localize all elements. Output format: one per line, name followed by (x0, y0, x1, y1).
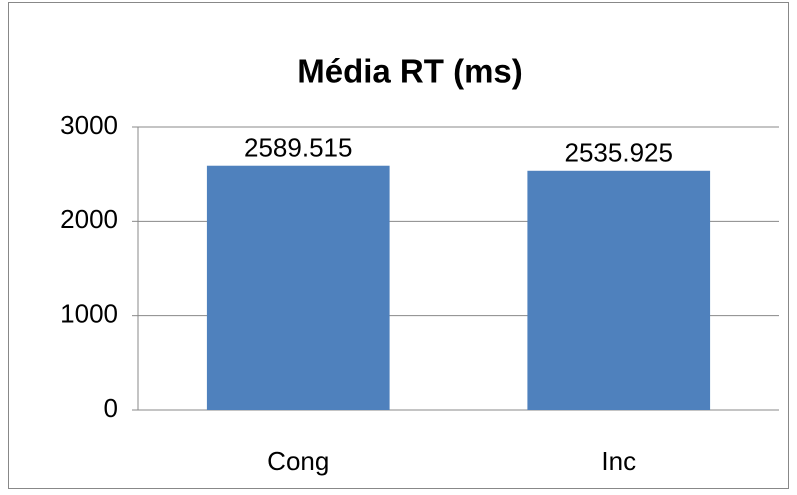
chart-title: Média RT (ms) (297, 53, 523, 90)
x-tick-label: Inc (601, 446, 636, 476)
x-tick-label: Cong (267, 446, 329, 476)
bar (206, 165, 390, 410)
y-tick-label: 2000 (60, 204, 118, 234)
bar (527, 170, 711, 410)
y-tick-label: 0 (104, 393, 118, 423)
y-tick-label: 3000 (60, 110, 118, 140)
data-label: 2535.925 (565, 138, 673, 168)
y-tick-label: 1000 (60, 299, 118, 329)
data-label: 2589.515 (244, 133, 352, 163)
